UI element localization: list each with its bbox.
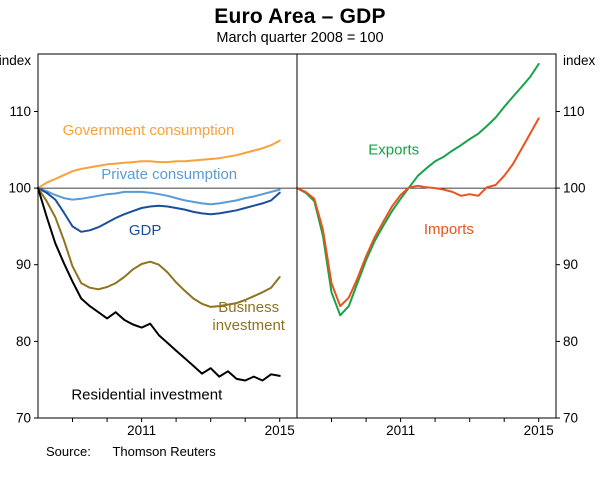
series-exports bbox=[296, 63, 540, 317]
series-private-consumption bbox=[37, 187, 281, 206]
series-gdp bbox=[37, 187, 281, 233]
x-tick-label: 2015 bbox=[265, 423, 295, 438]
annotation-private-consumption-label: Private consumption bbox=[101, 166, 237, 183]
annotation-business-investment-label: Business bbox=[218, 299, 279, 316]
source-note: Source: Thomson Reuters bbox=[46, 444, 600, 459]
y-tick-label-left: 70 bbox=[16, 411, 31, 426]
y-tick-label-left: 80 bbox=[16, 334, 31, 349]
y-axis-unit-right: index bbox=[563, 53, 596, 68]
y-tick-label-right: 110 bbox=[563, 104, 585, 119]
x-tick-label: 2011 bbox=[127, 423, 156, 438]
annotation-exports-label: Exports bbox=[368, 141, 419, 158]
x-tick-label: 2015 bbox=[524, 423, 554, 438]
chart-canvas: 2011 2015 Government consumption Private co… bbox=[0, 53, 596, 438]
annotation-government-consumption-label: Government consumption bbox=[63, 122, 235, 139]
y-tick-label-left: 90 bbox=[16, 257, 31, 272]
series-business-investment bbox=[37, 187, 281, 308]
y-tick-label-right: 100 bbox=[563, 181, 586, 196]
y-tick-label-right: 80 bbox=[563, 334, 578, 349]
annotation-business-investment-label: investment bbox=[212, 317, 285, 334]
chart-title: Euro Area – GDP bbox=[214, 5, 386, 28]
series-residential-investment bbox=[37, 187, 281, 382]
annotation-gdp-label: GDP bbox=[129, 222, 162, 239]
y-tick-label-right: 70 bbox=[563, 411, 578, 426]
annotation-residential-investment-label: Residential investment bbox=[71, 387, 223, 404]
y-axis-unit-left: index bbox=[0, 53, 31, 68]
x-tick-label: 2011 bbox=[386, 423, 415, 438]
annotation-imports-label: Imports bbox=[424, 221, 474, 238]
y-tick-label-right: 90 bbox=[563, 257, 578, 272]
chart-figure: Euro Area – GDP March quarter 2008 = 100… bbox=[0, 5, 600, 482]
series-government-consumption bbox=[37, 139, 281, 190]
y-tick-label-left: 110 bbox=[9, 104, 31, 119]
series-imports bbox=[296, 117, 540, 308]
source-value: Thomson Reuters bbox=[112, 444, 216, 459]
y-tick-label-left: 100 bbox=[8, 181, 31, 196]
chart-subtitle: March quarter 2008 = 100 bbox=[216, 30, 384, 46]
source-label: Source: bbox=[46, 444, 91, 459]
